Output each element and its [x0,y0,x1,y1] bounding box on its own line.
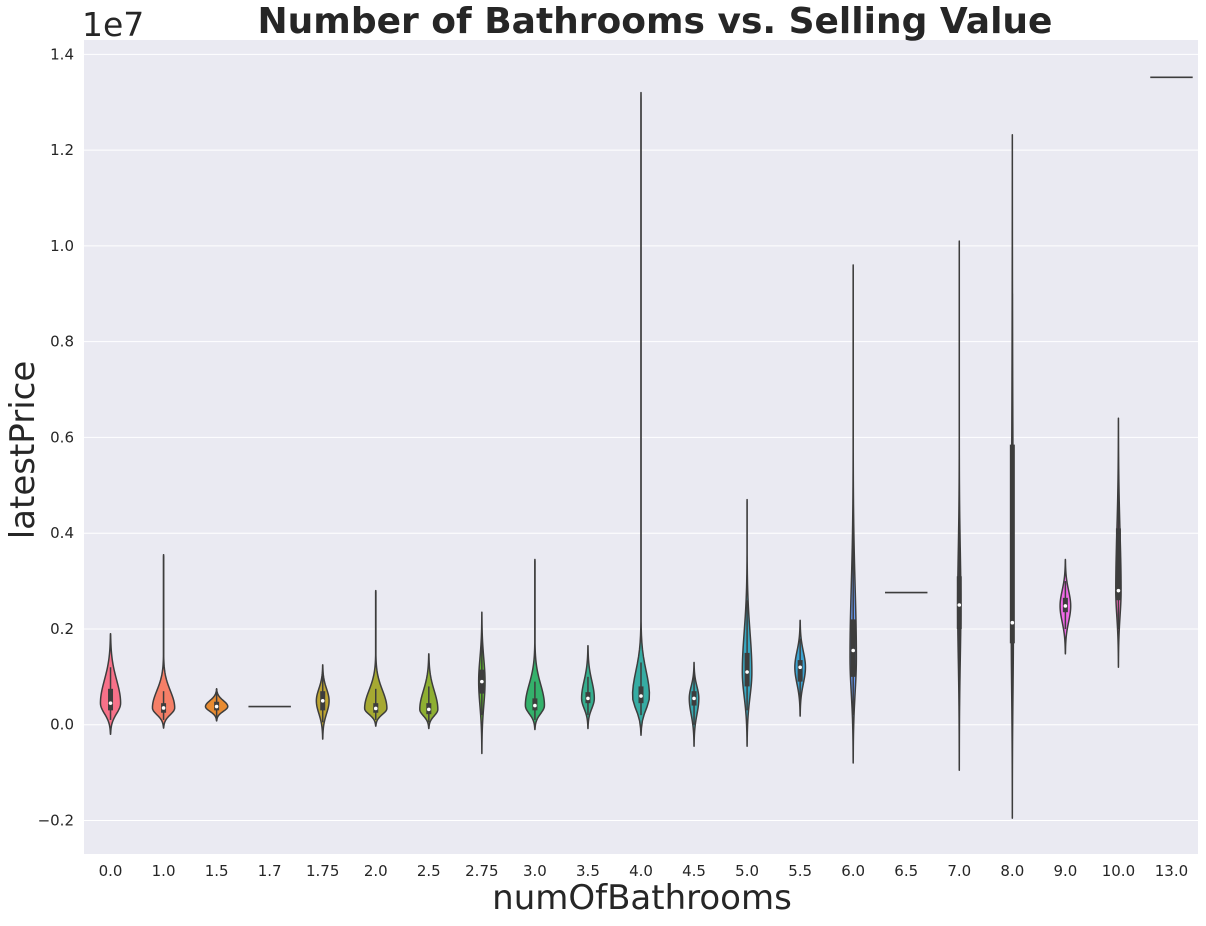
x-tick-label: 5.0 [735,862,759,880]
x-tick-label: 5.5 [788,862,812,880]
violins [99,76,1193,819]
violin-median [161,706,166,710]
violin-2.5 [419,653,439,730]
violin-10.0 [1115,417,1122,669]
violin-7.0 [956,240,962,771]
violin-median [108,701,113,705]
y-tick-label: −0.2 [38,811,74,829]
violin-1.75 [315,664,330,740]
x-tick-label: 1.5 [205,862,229,880]
violin-1.0 [151,553,176,729]
violin-0.0 [99,632,122,736]
x-axis-label: numOfBathrooms [492,878,792,918]
y-tick-label: 0.4 [50,524,74,542]
violin-median [427,707,431,712]
violin-iqr-box [744,652,750,687]
x-tick-label: 2.75 [465,862,498,880]
violin-iqr-box [108,688,114,711]
violin-body [151,553,176,729]
violin-median [586,696,590,701]
violin-median [373,706,378,711]
y-tick-label: 1.4 [50,45,74,63]
violin-median [533,703,537,708]
y-tick-label: 0.2 [50,620,74,638]
x-tick-label: 3.5 [576,862,600,880]
x-tick-label: 9.0 [1053,862,1077,880]
y-offset-label: 1e7 [82,5,144,44]
x-tick-label: 6.0 [841,862,865,880]
violin-iqr-box [1009,444,1015,644]
violin-8.0 [1009,134,1015,819]
y-tick-label: 0.0 [50,716,74,734]
violin-3.5 [580,644,596,730]
violin-iqr-box [850,619,856,677]
violin-median [957,603,962,607]
chart-title: Number of Bathrooms vs. Selling Value [258,1,1053,42]
violin-median [745,670,749,674]
violin-median [851,648,855,653]
x-tick-label: 0.0 [99,862,123,880]
violin-iqr-box [1115,528,1121,601]
x-tick-label: 8.0 [1000,862,1024,880]
violin-4.5 [688,661,700,748]
violin-median [1116,588,1121,593]
violin-median [692,696,696,701]
violin-body [524,558,546,731]
x-tick-label: 1.7 [258,862,282,880]
violin-median [320,698,325,703]
violin-9.0 [1059,558,1072,655]
violin-iqr-box [956,576,962,629]
violin-median [798,665,802,670]
x-tick-label: 7.0 [947,862,971,880]
x-tick-label: 2.0 [364,862,388,880]
x-tick-label: 4.0 [629,862,653,880]
violin-iqr-box [797,660,803,682]
violin-median [1010,620,1015,625]
violin-6.0 [849,264,858,764]
y-tick-label: 1.0 [50,237,74,255]
violin-2.0 [363,589,388,727]
y-tick-label: 0.8 [50,333,74,351]
x-tick-label: 1.0 [152,862,176,880]
violin-4.0 [631,91,651,736]
violin-1.5 [204,688,229,722]
y-tick-label: 1.2 [50,141,74,159]
y-tick-labels: −0.2 0.0 0.2 0.4 0.6 0.8 1.0 1.2 1.4 [38,45,74,829]
violin-median [214,704,219,709]
violin-2.75 [477,611,486,755]
x-tick-label: 6.5 [894,862,918,880]
x-tick-label: 13.0 [1155,862,1188,880]
violin-5.0 [741,498,753,748]
violin-3.0 [524,558,546,731]
x-tick-labels: 0.0 1.0 1.5 1.7 1.75 2.0 2.5 2.75 3.0 3.5 4.0 4.5 5.… [99,862,1189,880]
y-tick-label: 0.6 [50,428,74,446]
x-tick-label: 4.5 [682,862,706,880]
x-tick-label: 2.5 [417,862,441,880]
violin-body [631,91,651,736]
violin-median [639,694,643,698]
violin-median [1063,604,1068,608]
x-tick-label: 10.0 [1102,862,1135,880]
violin-body [363,589,388,727]
y-axis-label: latestPrice [3,361,43,540]
x-tick-label: 1.75 [306,862,339,880]
violin-5.5 [794,619,807,717]
x-tick-label: 3.0 [523,862,547,880]
violin-median [480,679,484,684]
